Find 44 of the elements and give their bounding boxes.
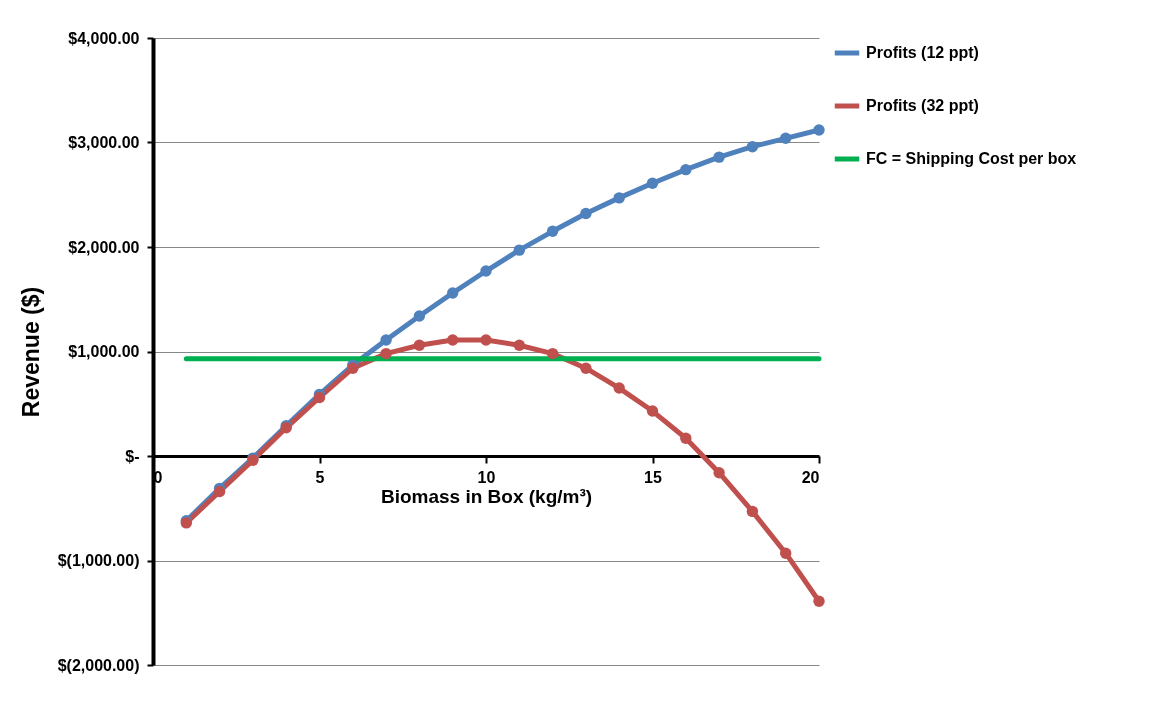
point	[380, 347, 392, 360]
x-axis-title: Biomass in Box (kg/m³)	[380, 485, 593, 507]
x-tick-label: 5	[315, 468, 325, 486]
y-tick-label: $-	[125, 447, 140, 465]
point	[380, 334, 392, 346]
y-tick-label: $2,000.00	[68, 238, 140, 256]
point	[413, 339, 426, 351]
legend-label: Profits (12 ppt)	[866, 44, 979, 61]
point	[713, 467, 725, 479]
point	[413, 310, 426, 322]
x-tick-label: 20	[801, 468, 820, 486]
point	[480, 265, 492, 277]
point	[447, 287, 459, 299]
point	[447, 334, 459, 346]
y-tick-label: $1,000.00	[68, 343, 140, 360]
point	[546, 225, 559, 238]
legend-label: Profits (32 ppt)	[866, 97, 979, 114]
point	[713, 151, 725, 163]
point	[746, 505, 759, 518]
point	[813, 595, 825, 607]
point	[546, 347, 559, 360]
x-tick-label: 15	[644, 468, 662, 486]
point	[580, 207, 592, 220]
point	[680, 163, 692, 176]
y-axis-title: Revenue ($)	[17, 286, 44, 418]
point	[580, 362, 592, 374]
point	[480, 334, 492, 346]
legend-label: FC = Shipping Cost per box	[866, 150, 1077, 167]
point	[680, 432, 692, 444]
point	[613, 192, 625, 204]
point	[780, 547, 792, 559]
y-tick-label: $(2,000.00)	[57, 656, 140, 674]
point	[780, 132, 792, 145]
point	[746, 140, 759, 153]
y-tick-label: $(1,000.00)	[57, 552, 140, 569]
point	[513, 339, 525, 351]
point	[813, 124, 825, 136]
point	[646, 177, 659, 189]
point	[613, 382, 625, 394]
y-tick-label: $4,000.00	[68, 29, 140, 47]
point	[646, 405, 659, 417]
x-tick-label: 10	[477, 468, 496, 486]
point	[513, 244, 525, 256]
y-tick-label: $3,000.00	[68, 134, 140, 151]
